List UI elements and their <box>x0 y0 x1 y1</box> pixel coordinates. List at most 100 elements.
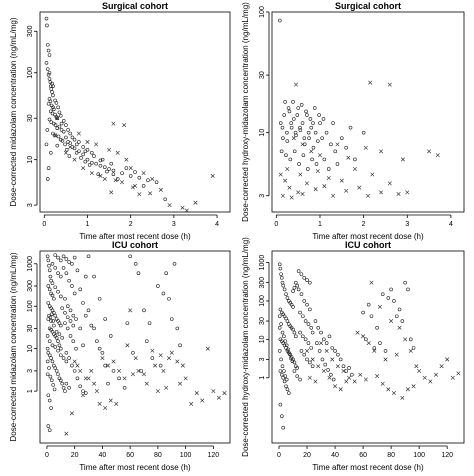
data-point-circle <box>78 384 83 389</box>
data-point-circle <box>278 121 283 125</box>
data-point-circle <box>408 337 413 342</box>
data-point-circle <box>98 164 103 168</box>
data-point-cross <box>293 82 299 87</box>
data-point-cross <box>80 393 86 398</box>
data-point-cross <box>76 131 81 136</box>
data-point-circle <box>278 307 283 312</box>
data-point-circle <box>50 281 55 285</box>
data-point-cross <box>114 401 119 406</box>
data-point-circle <box>45 359 50 364</box>
data-point-circle <box>298 377 302 382</box>
data-point-cross <box>400 395 405 400</box>
data-point-circle <box>156 284 160 288</box>
x-tick-label: 0 <box>277 452 281 459</box>
data-point-circle <box>280 330 285 335</box>
y-axis-label: Dose-corrected midazolam concentration (… <box>9 17 18 206</box>
data-point-circle <box>45 42 50 47</box>
data-point-cross <box>435 153 440 158</box>
data-point-circle <box>317 113 321 117</box>
data-point-cross <box>130 185 135 190</box>
data-point-circle <box>292 149 297 154</box>
data-point-circle <box>338 357 343 362</box>
data-point-circle <box>47 117 52 122</box>
data-point-circle <box>169 317 174 321</box>
data-point-circle <box>289 121 294 125</box>
data-point-cross <box>305 348 310 353</box>
data-point-cross <box>53 133 58 138</box>
data-point-circle <box>48 150 53 155</box>
x-tick-label: 60 <box>359 452 367 459</box>
data-point-circle <box>278 266 283 271</box>
data-point-circle <box>286 347 290 352</box>
data-point-circle <box>71 313 76 318</box>
data-point-circle <box>45 346 50 351</box>
data-point-cross <box>315 169 320 174</box>
data-point-cross <box>108 398 113 403</box>
data-point-circle <box>53 366 58 370</box>
data-point-cross <box>417 368 422 374</box>
data-point-cross <box>296 190 301 195</box>
data-point-circle <box>47 428 52 433</box>
data-point-cross <box>335 364 340 369</box>
data-point-circle <box>103 317 107 321</box>
data-point-circle <box>50 90 54 94</box>
data-point-circle <box>297 162 301 166</box>
data-point-circle <box>154 180 159 185</box>
data-point-circle <box>83 313 88 318</box>
data-point-circle <box>64 381 69 386</box>
data-point-circle <box>125 321 130 325</box>
data-point-circle <box>298 310 302 315</box>
data-point-circle <box>72 146 77 151</box>
data-point-circle <box>47 77 52 81</box>
data-point-circle <box>322 337 326 342</box>
data-point-circle <box>53 133 57 138</box>
data-point-cross <box>97 401 102 406</box>
data-point-circle <box>147 321 152 325</box>
data-point-circle <box>56 348 60 353</box>
data-point-circle <box>64 350 69 355</box>
data-point-circle <box>292 117 296 121</box>
data-point-cross <box>428 379 433 384</box>
data-point-circle <box>47 339 52 344</box>
data-point-circle <box>50 261 55 266</box>
data-point-cross <box>439 364 444 369</box>
data-point-circle <box>350 372 354 377</box>
data-point-cross <box>83 376 88 381</box>
data-point-cross <box>313 187 318 192</box>
data-point-circle <box>59 258 63 263</box>
data-point-circle <box>288 157 293 162</box>
data-point-circle <box>141 184 146 188</box>
data-point-circle <box>394 314 399 319</box>
data-point-circle <box>298 125 302 130</box>
data-point-circle <box>333 149 338 154</box>
data-point-circle <box>67 154 72 158</box>
data-point-circle <box>280 414 284 418</box>
data-point-cross <box>142 372 147 377</box>
data-point-cross <box>107 147 112 152</box>
data-point-circle <box>71 323 76 328</box>
x-tick-label: 3 <box>405 221 409 228</box>
data-point-circle <box>81 152 85 157</box>
data-point-circle <box>361 310 365 315</box>
data-point-circle <box>107 167 111 171</box>
y-tick-label: 300 <box>27 280 34 292</box>
data-point-circle <box>51 383 55 387</box>
data-point-cross <box>98 173 103 178</box>
data-point-circle <box>105 169 109 174</box>
data-point-cross <box>193 200 198 205</box>
data-point-cross <box>222 391 227 396</box>
data-point-cross <box>414 364 419 369</box>
data-point-circle <box>68 334 73 338</box>
y-tick-label: 30 <box>27 324 34 332</box>
data-point-cross <box>370 172 375 177</box>
data-point-cross <box>366 341 371 346</box>
data-point-circle <box>315 341 319 345</box>
data-point-circle <box>292 369 297 373</box>
data-point-circle <box>175 326 180 331</box>
data-point-circle <box>79 156 83 160</box>
data-point-cross <box>175 359 180 364</box>
data-point-cross <box>372 348 377 353</box>
data-point-circle <box>313 130 318 135</box>
data-point-cross <box>291 136 296 141</box>
